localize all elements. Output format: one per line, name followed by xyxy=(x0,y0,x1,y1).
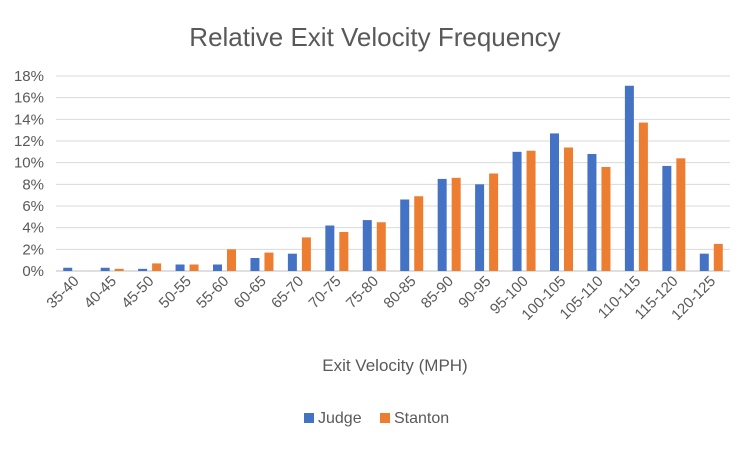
bar-judge-115-120 xyxy=(662,165,672,271)
legend-swatch-judge xyxy=(304,413,314,423)
bar-stanton-95-100 xyxy=(526,150,536,271)
y-tick-label: 18% xyxy=(14,68,44,85)
bar-judge-55-60 xyxy=(213,264,222,271)
bar-stanton-115-120 xyxy=(676,158,686,271)
bar-stanton-120-125 xyxy=(713,243,723,271)
bars xyxy=(63,85,723,271)
bar-stanton-80-85 xyxy=(414,196,424,271)
bar-judge-70-75 xyxy=(325,225,335,271)
bar-judge-105-110 xyxy=(587,154,597,271)
bar-judge-40-45 xyxy=(100,267,110,271)
x-tick-label: 35-40 xyxy=(43,273,82,312)
legend-swatch-stanton xyxy=(380,413,390,423)
bar-stanton-70-75 xyxy=(339,232,349,271)
x-tick-label: 65-70 xyxy=(268,273,307,312)
y-tick-label: 6% xyxy=(22,198,44,215)
x-axis-ticks: 35-4040-4545-5050-5555-6060-6565-7070-75… xyxy=(43,273,719,324)
bar-judge-65-70 xyxy=(287,253,297,271)
x-tick-label: 70-75 xyxy=(306,273,345,312)
y-tick-label: 12% xyxy=(14,133,44,150)
x-axis-label: Exit Velocity (MPH) xyxy=(322,356,467,375)
x-tick-label: 45-50 xyxy=(118,273,157,312)
bar-stanton-110-115 xyxy=(638,122,648,271)
x-tick-label: 60-65 xyxy=(231,273,270,312)
bar-judge-100-105 xyxy=(550,133,559,271)
x-tick-label: 85-90 xyxy=(418,273,457,312)
bar-judge-120-125 xyxy=(699,253,709,271)
bar-judge-75-80 xyxy=(362,220,372,271)
bar-stanton-90-95 xyxy=(489,173,499,271)
bar-stanton-65-70 xyxy=(301,237,311,271)
bar-stanton-105-110 xyxy=(601,167,611,271)
bar-stanton-40-45 xyxy=(114,268,124,271)
y-tick-label: 4% xyxy=(22,220,44,237)
bar-judge-45-50 xyxy=(138,268,148,271)
bar-stanton-55-60 xyxy=(227,249,236,271)
bar-stanton-45-50 xyxy=(152,263,162,271)
y-tick-label: 14% xyxy=(14,111,44,128)
y-tick-label: 8% xyxy=(22,176,44,193)
bar-judge-80-85 xyxy=(400,199,410,271)
legend-label-judge: Judge xyxy=(318,410,362,427)
bar-stanton-100-105 xyxy=(564,147,573,271)
legend: Judge Stanton xyxy=(304,410,449,427)
legend-label-stanton: Stanton xyxy=(394,410,449,427)
bar-judge-95-100 xyxy=(512,151,522,271)
bar-judge-60-65 xyxy=(250,258,260,271)
bar-stanton-50-55 xyxy=(189,264,199,271)
bar-stanton-85-90 xyxy=(451,177,461,271)
bar-stanton-75-80 xyxy=(376,222,386,271)
bar-judge-85-90 xyxy=(437,178,447,271)
x-tick-label: 75-80 xyxy=(343,273,382,312)
y-tick-label: 0% xyxy=(22,263,44,280)
gridlines xyxy=(56,75,730,272)
bar-judge-50-55 xyxy=(175,264,185,271)
bar-judge-35-40 xyxy=(63,267,73,271)
bar-judge-110-115 xyxy=(624,85,634,271)
bar-judge-90-95 xyxy=(475,184,485,271)
x-tick-label: 80-85 xyxy=(380,273,419,312)
y-axis-ticks: 0% 2% 4% 6% 8% 10% 12% 14% 16% 18% xyxy=(14,68,44,280)
x-tick-label: 40-45 xyxy=(81,273,120,312)
y-tick-label: 2% xyxy=(22,241,44,258)
x-tick-label: 50-55 xyxy=(156,273,195,312)
y-tick-label: 16% xyxy=(14,90,44,107)
chart-title: Relative Exit Velocity Frequency xyxy=(189,22,560,52)
bar-stanton-60-65 xyxy=(264,252,274,271)
x-tick-label: 55-60 xyxy=(193,273,232,312)
y-tick-label: 10% xyxy=(14,155,44,172)
